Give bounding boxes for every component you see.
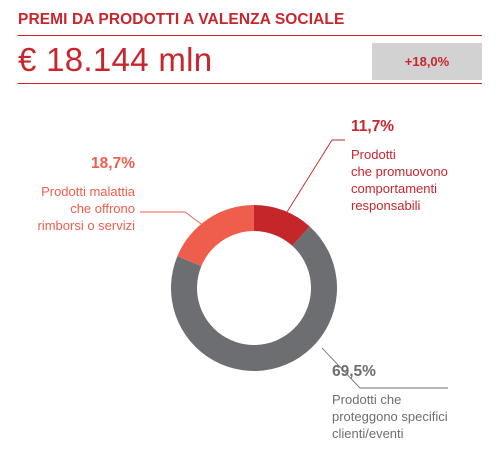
slice-label-specifici-value: 69,5% (332, 363, 376, 380)
donut-slices (170, 204, 337, 371)
annotation-line: che promuovono (351, 164, 448, 179)
annotation-line: Prodotti malattia (41, 184, 135, 199)
annotation-line: Prodotti che (332, 392, 402, 407)
annotation-line: responsabili (351, 198, 421, 213)
leader-line-malattia (140, 211, 213, 233)
chart-title: PREMI DA PRODOTTI A VALENZA SOCIALE (18, 11, 345, 28)
annotation-line: rimborsi o servizi (37, 218, 135, 233)
annotation-line: comportamenti (351, 181, 437, 196)
leader-line-specifici (321, 347, 448, 389)
donut-slice-responsabili (254, 205, 310, 246)
annotation-line: che offrono (70, 201, 135, 216)
donut-slice-specifici (170, 226, 337, 371)
slice-label-specifici-text: Prodotti che proteggono specifici client… (332, 391, 448, 442)
change-badge: +18,0% (372, 43, 482, 80)
total-premium-value: € 18.144 mln (18, 41, 213, 78)
slice-label-malattia-text: Prodotti malattia che offrono rimborsi o… (0, 183, 135, 234)
annotation-line: proteggono specifici (332, 409, 448, 424)
annotation-line: clienti/eventi (332, 426, 404, 441)
change-value: +18,0% (404, 54, 450, 69)
leader-line-responsabili (281, 139, 345, 221)
title-divider (18, 35, 482, 36)
annotation-line: Prodotti (351, 147, 396, 162)
slice-label-responsabili-value: 11,7% (351, 118, 395, 135)
donut-slice-malattia (177, 204, 254, 267)
slice-label-responsabili-text: Prodotti che promuovono comportamenti re… (351, 146, 448, 214)
value-divider (18, 83, 482, 84)
leader-lines (140, 139, 448, 389)
slice-label-malattia-value: 18,7% (91, 155, 135, 172)
